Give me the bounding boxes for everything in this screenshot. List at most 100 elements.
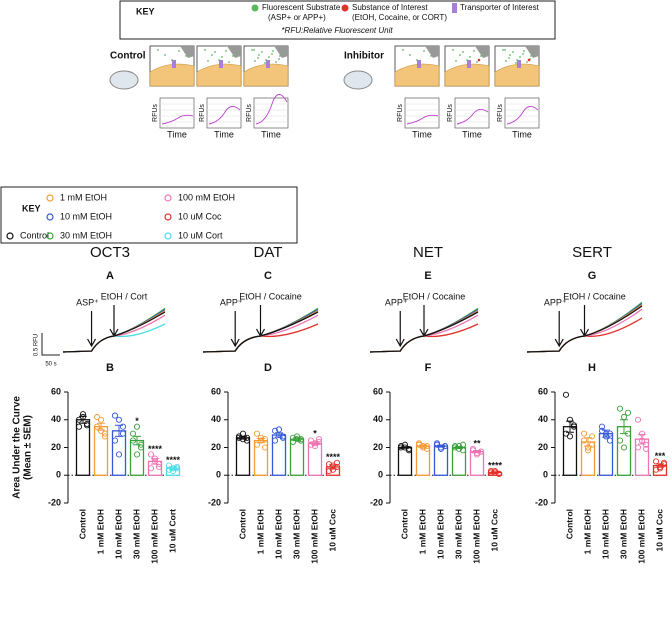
data-point (333, 463, 341, 470)
substrate-dot (282, 52, 284, 54)
mini-trace (406, 114, 439, 125)
x-tick-label: 10 uM Coc (654, 509, 664, 552)
substrate-dot (452, 49, 454, 51)
x-tick-label: Control (237, 509, 247, 539)
panel-label: D (264, 362, 272, 374)
data-point (97, 416, 105, 423)
x-tick-label: 100 mM EtOH (309, 509, 319, 564)
dish (343, 70, 373, 90)
chart-title: SERT (572, 244, 612, 261)
y-tick-label: 20 (211, 442, 221, 452)
substrate-dot (275, 61, 277, 63)
substrate-dot (211, 54, 213, 56)
data-point (155, 461, 163, 468)
y-axis-label: Area Under the Curve (12, 396, 23, 499)
substrate-icon (251, 4, 259, 12)
data-point (459, 447, 467, 454)
data-point (239, 430, 247, 437)
substrate-dot (508, 57, 510, 59)
substrate-dot (480, 55, 482, 57)
x-tick-label: 30 mM EtOH (291, 509, 301, 559)
data-point (297, 436, 305, 443)
schematic-label: Control (110, 51, 146, 62)
significance: **** (326, 452, 341, 462)
substrate-dot (265, 59, 267, 61)
data-point (566, 416, 574, 423)
bar (307, 442, 323, 476)
substrate-dot (469, 56, 471, 58)
mini-trace (255, 94, 288, 125)
data-point (477, 448, 485, 455)
arrow (230, 311, 240, 348)
data-point (469, 445, 477, 452)
panel-label: G (588, 270, 597, 282)
substrate-dot (221, 56, 223, 58)
significance: * (135, 416, 139, 426)
data-point (588, 433, 596, 440)
panel-label: H (588, 362, 596, 374)
substrate-dot (235, 52, 237, 54)
mini-y-label: RFUs (152, 104, 159, 122)
key-text: (ASP+ or APP+) (268, 13, 326, 22)
y-tick-label: 0 (216, 470, 221, 480)
substrate-dot (515, 62, 517, 64)
data-point (638, 437, 646, 444)
data-point (133, 423, 141, 430)
mini-trace (456, 109, 489, 125)
data-point (642, 441, 650, 448)
data-point (397, 444, 405, 451)
bar (129, 439, 145, 476)
mini-x-label: Time (512, 129, 532, 139)
bar (111, 430, 127, 476)
data-point (147, 451, 155, 458)
data-point (165, 466, 173, 473)
trace-annotation: EtOH / Cocaine (403, 291, 466, 301)
data-point (562, 430, 570, 437)
mini-y-label: RFUs (199, 104, 206, 122)
data-point (642, 445, 650, 452)
data-point (652, 466, 660, 473)
data-point (311, 443, 319, 450)
x-tick-label: 10 mM EtOH (435, 509, 445, 559)
legend-box (0, 186, 298, 244)
data-point (401, 444, 409, 451)
substrate-dot (423, 50, 425, 52)
data-point (401, 441, 409, 448)
trace-annotation: ASP⁺ (76, 297, 99, 307)
data-point (584, 447, 592, 454)
data-point (616, 405, 624, 412)
transporter (172, 60, 176, 68)
trace (202, 311, 319, 353)
data-point (602, 430, 610, 437)
data-point (638, 430, 646, 437)
data-point (307, 441, 315, 448)
substrate-dot (455, 60, 457, 62)
data-point (441, 443, 449, 450)
substrate-dot (278, 58, 280, 60)
substrate-dot (178, 50, 180, 52)
y-tick-label: 20 (373, 442, 383, 452)
substrate-dot (214, 51, 216, 53)
panel-label: A (106, 270, 114, 282)
data-point (620, 413, 628, 421)
substrate-dot (171, 59, 173, 61)
x-tick-label: 10 uM Coc (327, 509, 337, 552)
data-point (293, 433, 301, 440)
legend-marker (46, 194, 54, 202)
mini-x-label: Time (462, 129, 482, 139)
mini-plot (253, 97, 289, 129)
chart-title: OCT3 (90, 244, 130, 261)
data-point (562, 391, 570, 398)
mini-x-label: Time (167, 129, 187, 139)
data-point (598, 423, 606, 430)
substrate-dot (185, 55, 187, 57)
substrate-dot (264, 62, 266, 64)
substrate-dot (505, 60, 507, 62)
substrate-dot (476, 61, 478, 63)
data-point (275, 426, 283, 433)
y-tick-label: 60 (373, 386, 383, 396)
substrate-dot (516, 59, 518, 61)
data-point (101, 433, 109, 440)
substrate-dot (530, 55, 532, 57)
data-point (405, 447, 413, 454)
